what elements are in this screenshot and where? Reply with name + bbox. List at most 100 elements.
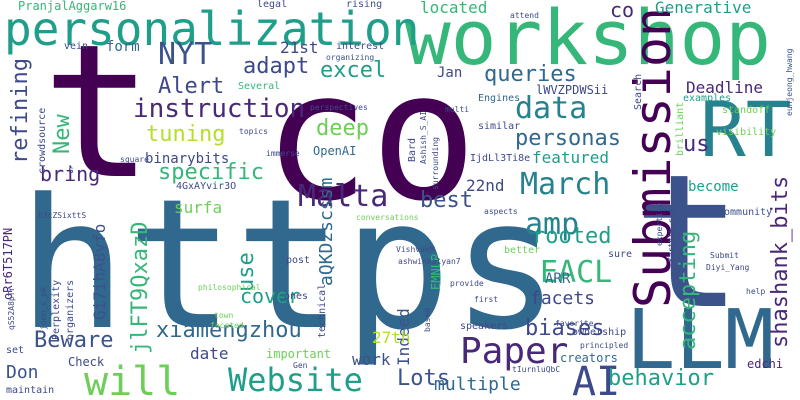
word-qs52a8ptr: qS52A8pTr [7,286,16,330]
word-work: work [352,350,391,369]
word-xiamengzhou: xiamengzhou [156,318,302,343]
word-karthik-r-n: Karthik_r_n [667,209,676,262]
word-examples: examples [683,93,732,104]
word-queries: queries [484,62,577,87]
word-sure: sure [608,249,633,260]
word-bring: bring [40,162,101,186]
word-adapt: adapt [243,54,310,79]
word-ownership: ownership [572,327,627,338]
word-community: community [718,207,773,218]
word-jan: Jan [437,65,463,81]
word-similar: similar [478,121,521,132]
word-rising: rising [346,0,383,10]
word-perspectives: perspectives [310,103,368,112]
word-co: co [263,33,478,240]
word-form: form [106,39,140,55]
word-immerse: immerse [266,149,300,158]
word-edchi: edchi [747,357,784,371]
word-submit: Submit [710,251,739,260]
word-cover: cover [240,284,301,308]
word-multiple: multiple [434,374,521,395]
word-important: important [266,347,332,361]
word-better: better [504,245,541,256]
word-rt: RT [700,85,792,174]
word-visibility: visibility [716,127,777,138]
word-expertise: expertise [655,202,664,246]
word-creators: creators [560,351,618,365]
word-paper: Paper [460,331,569,372]
word-personas: personas [515,126,621,151]
word-faceted: faceted [210,321,244,330]
word-search: Search [633,73,644,110]
word-speakers: speakers [460,321,509,332]
word-4gxayvir3o: 4GxAYvir3O [176,181,237,192]
word-refining: refining [8,58,33,164]
word-specific: specific [158,160,264,185]
word-set: set [6,345,25,356]
word-generative: Generative [655,0,752,17]
word-surfa: surfa [174,198,223,217]
word-organizing: organizing [326,53,375,62]
word-arr: ARR [545,271,571,287]
word-march: March [520,167,611,202]
word-tiurnluqbc: tIurnluQbC [512,365,561,374]
word-pranjalaggarw16: PranjalAggarw16 [18,0,127,13]
word-will: will [84,359,181,400]
word-conversations: conversations [356,213,419,222]
word-gen: Gen [293,361,308,370]
word-best: best [420,188,473,213]
word-submission: Submission [624,6,682,308]
word-topics: topics [239,127,268,136]
word-multi: multi [445,105,470,114]
word-favorite: favorite [555,319,594,328]
word-instruction: instruction [133,94,306,124]
word-attend: attend [510,11,539,20]
word-joon-s-pk: joon_s_pk [39,286,48,330]
word-27th: 27th [372,328,411,347]
word-maintain: maintain [6,385,55,396]
word-deadline: Deadline [686,78,764,97]
word-aqkdzscssm: aQKDzscssm [316,177,337,286]
word-facets: facets [530,288,596,309]
word-new: New [50,114,75,154]
word-legal: legal [257,0,288,10]
word-featured: featured [532,148,610,167]
word-several: Several [238,81,281,92]
word-brilliant: brilliant [675,101,686,156]
word-s: s [68,165,75,176]
word-aspects: aspects [484,207,518,216]
word-malta: Malta [298,179,389,214]
word-post: post [286,255,311,266]
word-t-right: t [632,134,744,350]
word-eunjeong-hwang: eunjeong_hwang [785,48,794,116]
word-perplexity: Perplexity [51,279,62,340]
word-co-small: co [610,0,635,22]
word-ashish-s-ai: Ashish_S_AI [419,111,428,164]
word-alert: Alert [158,74,225,99]
word-https: https [18,161,560,370]
word-square: square [120,155,149,164]
word-nyt: NYT [158,37,213,72]
word-amp: amp [525,207,580,242]
word-deep: deep [316,116,369,141]
word-date: date [190,344,229,363]
word-lots: Lots [397,366,450,391]
word-excel: excel [320,58,387,83]
word-vein: vein [64,41,89,52]
word-ones: ones [284,291,309,302]
word-behavior: behavior [608,366,714,391]
word-b3czsixtts: b3cZSixttS [38,211,87,220]
word-t-left: t [42,4,154,220]
word-data: data [515,91,588,126]
word-lwvzpdwsii: lWVZPDWSii [536,83,609,97]
word-openai: OpenAI [313,144,357,158]
word-town: town [214,311,234,320]
word-diyi-yang: Diyi_Yang [706,263,750,272]
word-located: located [420,0,488,17]
word-jlft9qxazd: jlFT9QxazD [128,221,153,354]
word-personalization: personalization [4,2,420,56]
word-biases: biases [525,316,605,341]
word-don: Don [6,362,39,383]
word-vishvakm: VishvakM [396,245,435,254]
word-provide: provide [450,279,484,288]
